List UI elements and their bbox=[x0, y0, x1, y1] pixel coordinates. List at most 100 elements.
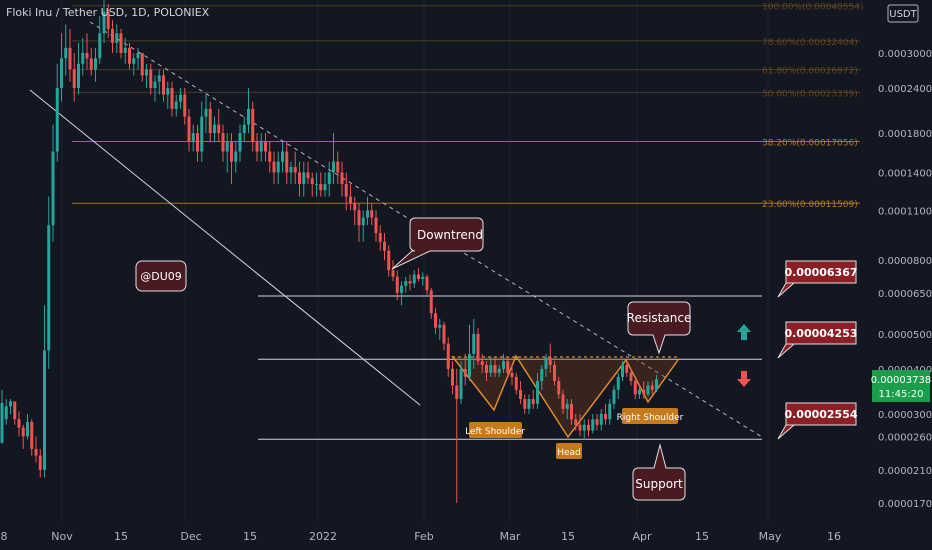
currency-button-frame[interactable] bbox=[887, 4, 919, 23]
candle-body bbox=[221, 133, 225, 152]
candle-body bbox=[289, 166, 293, 173]
candle-body bbox=[553, 364, 556, 382]
candle-body bbox=[34, 448, 38, 456]
time-tick: Dec bbox=[180, 530, 201, 543]
candle-body bbox=[527, 399, 531, 409]
candle-body bbox=[442, 324, 446, 344]
candle-body bbox=[332, 161, 335, 173]
candle-body bbox=[400, 285, 403, 293]
candle-body bbox=[451, 368, 454, 386]
time-axis: 8 Nov 15 Dec 15 2022 Feb Mar 15 Apr 15 May 16 bbox=[1, 530, 842, 543]
resistance-callout bbox=[627, 301, 691, 355]
candle-body bbox=[43, 350, 46, 470]
fib-label: 61.80%(0.00026972) bbox=[762, 67, 858, 77]
candle-body bbox=[561, 394, 565, 409]
candle-body bbox=[281, 151, 284, 162]
head-tag bbox=[556, 443, 582, 459]
candle-body bbox=[485, 364, 488, 373]
candle-body bbox=[30, 422, 34, 449]
candle-body bbox=[94, 58, 97, 70]
candle-body bbox=[472, 333, 476, 354]
candle-body bbox=[523, 399, 527, 409]
candle-body bbox=[268, 151, 272, 162]
candle-body bbox=[497, 368, 501, 373]
candle-body bbox=[293, 166, 297, 173]
candle-body bbox=[68, 47, 72, 70]
candle-body bbox=[459, 368, 463, 400]
candle-body bbox=[21, 427, 25, 437]
candle-body bbox=[476, 333, 480, 362]
time-tick: 8 bbox=[1, 530, 8, 543]
candle-body bbox=[531, 399, 535, 404]
candle-body bbox=[616, 376, 620, 390]
candle-body bbox=[85, 53, 89, 59]
candle-body bbox=[557, 381, 561, 395]
candle-body bbox=[591, 419, 595, 431]
candle-body bbox=[38, 455, 42, 470]
candle-body bbox=[340, 172, 344, 185]
candle-body bbox=[638, 389, 641, 395]
candle-body bbox=[242, 124, 246, 134]
downtrend-callout bbox=[391, 217, 484, 270]
pattern-fill bbox=[452, 356, 678, 437]
candle-body bbox=[13, 401, 17, 420]
candle-body bbox=[421, 276, 425, 279]
badge-lower: 0.00002554 bbox=[777, 402, 858, 440]
time-tick: May bbox=[759, 530, 782, 543]
candle-body bbox=[247, 108, 250, 125]
candle-body bbox=[72, 69, 76, 88]
head-label: Head bbox=[557, 448, 581, 458]
candle-body bbox=[383, 241, 386, 251]
time-tick: 2022 bbox=[309, 530, 337, 543]
candle-body bbox=[633, 381, 637, 395]
candle-body bbox=[625, 364, 629, 373]
time-tick: Nov bbox=[51, 530, 73, 543]
candle-body bbox=[26, 422, 29, 437]
candle-body bbox=[353, 203, 357, 211]
candle-body bbox=[604, 413, 607, 420]
candle-body bbox=[264, 142, 267, 152]
price-tick: 0.00001700 bbox=[878, 499, 932, 510]
candle-body bbox=[621, 364, 624, 377]
time-tick: 16 bbox=[827, 530, 841, 543]
candle-body bbox=[276, 161, 280, 173]
time-tick: 15 bbox=[243, 530, 257, 543]
candle-body bbox=[77, 63, 80, 88]
badge-upper: 0.00006367 bbox=[777, 260, 858, 298]
candle-body bbox=[417, 274, 420, 279]
candle-body bbox=[315, 184, 318, 186]
badge-upper-label: 0.00006367 bbox=[784, 266, 857, 279]
candle-body bbox=[132, 58, 136, 64]
candle-body bbox=[174, 101, 178, 109]
support-label: Support bbox=[635, 477, 683, 491]
time-tick: 15 bbox=[114, 530, 128, 543]
candle-body bbox=[612, 389, 616, 404]
currency-button[interactable]: USDT bbox=[889, 9, 917, 20]
badge-middle-label: 0.00004253 bbox=[784, 327, 857, 340]
candle-body bbox=[259, 142, 263, 152]
candle-body bbox=[145, 69, 148, 76]
candle-body bbox=[378, 233, 382, 242]
fib-label: 38.20%(0.00017056) bbox=[762, 139, 858, 149]
candle-body bbox=[391, 270, 395, 277]
candle-body bbox=[404, 281, 408, 286]
candle-body bbox=[0, 402, 4, 443]
candle-body bbox=[434, 313, 437, 328]
candle-body bbox=[374, 217, 378, 234]
time-tick: Mar bbox=[500, 530, 521, 543]
candle-body bbox=[102, 11, 106, 34]
candle-body bbox=[140, 53, 144, 76]
candle-body bbox=[306, 172, 310, 179]
left-shoulder-tag bbox=[469, 422, 522, 438]
resistance-label: Resistance bbox=[627, 311, 692, 325]
candle-body bbox=[60, 58, 63, 88]
watermark-box bbox=[135, 260, 187, 292]
candles bbox=[0, 0, 658, 503]
